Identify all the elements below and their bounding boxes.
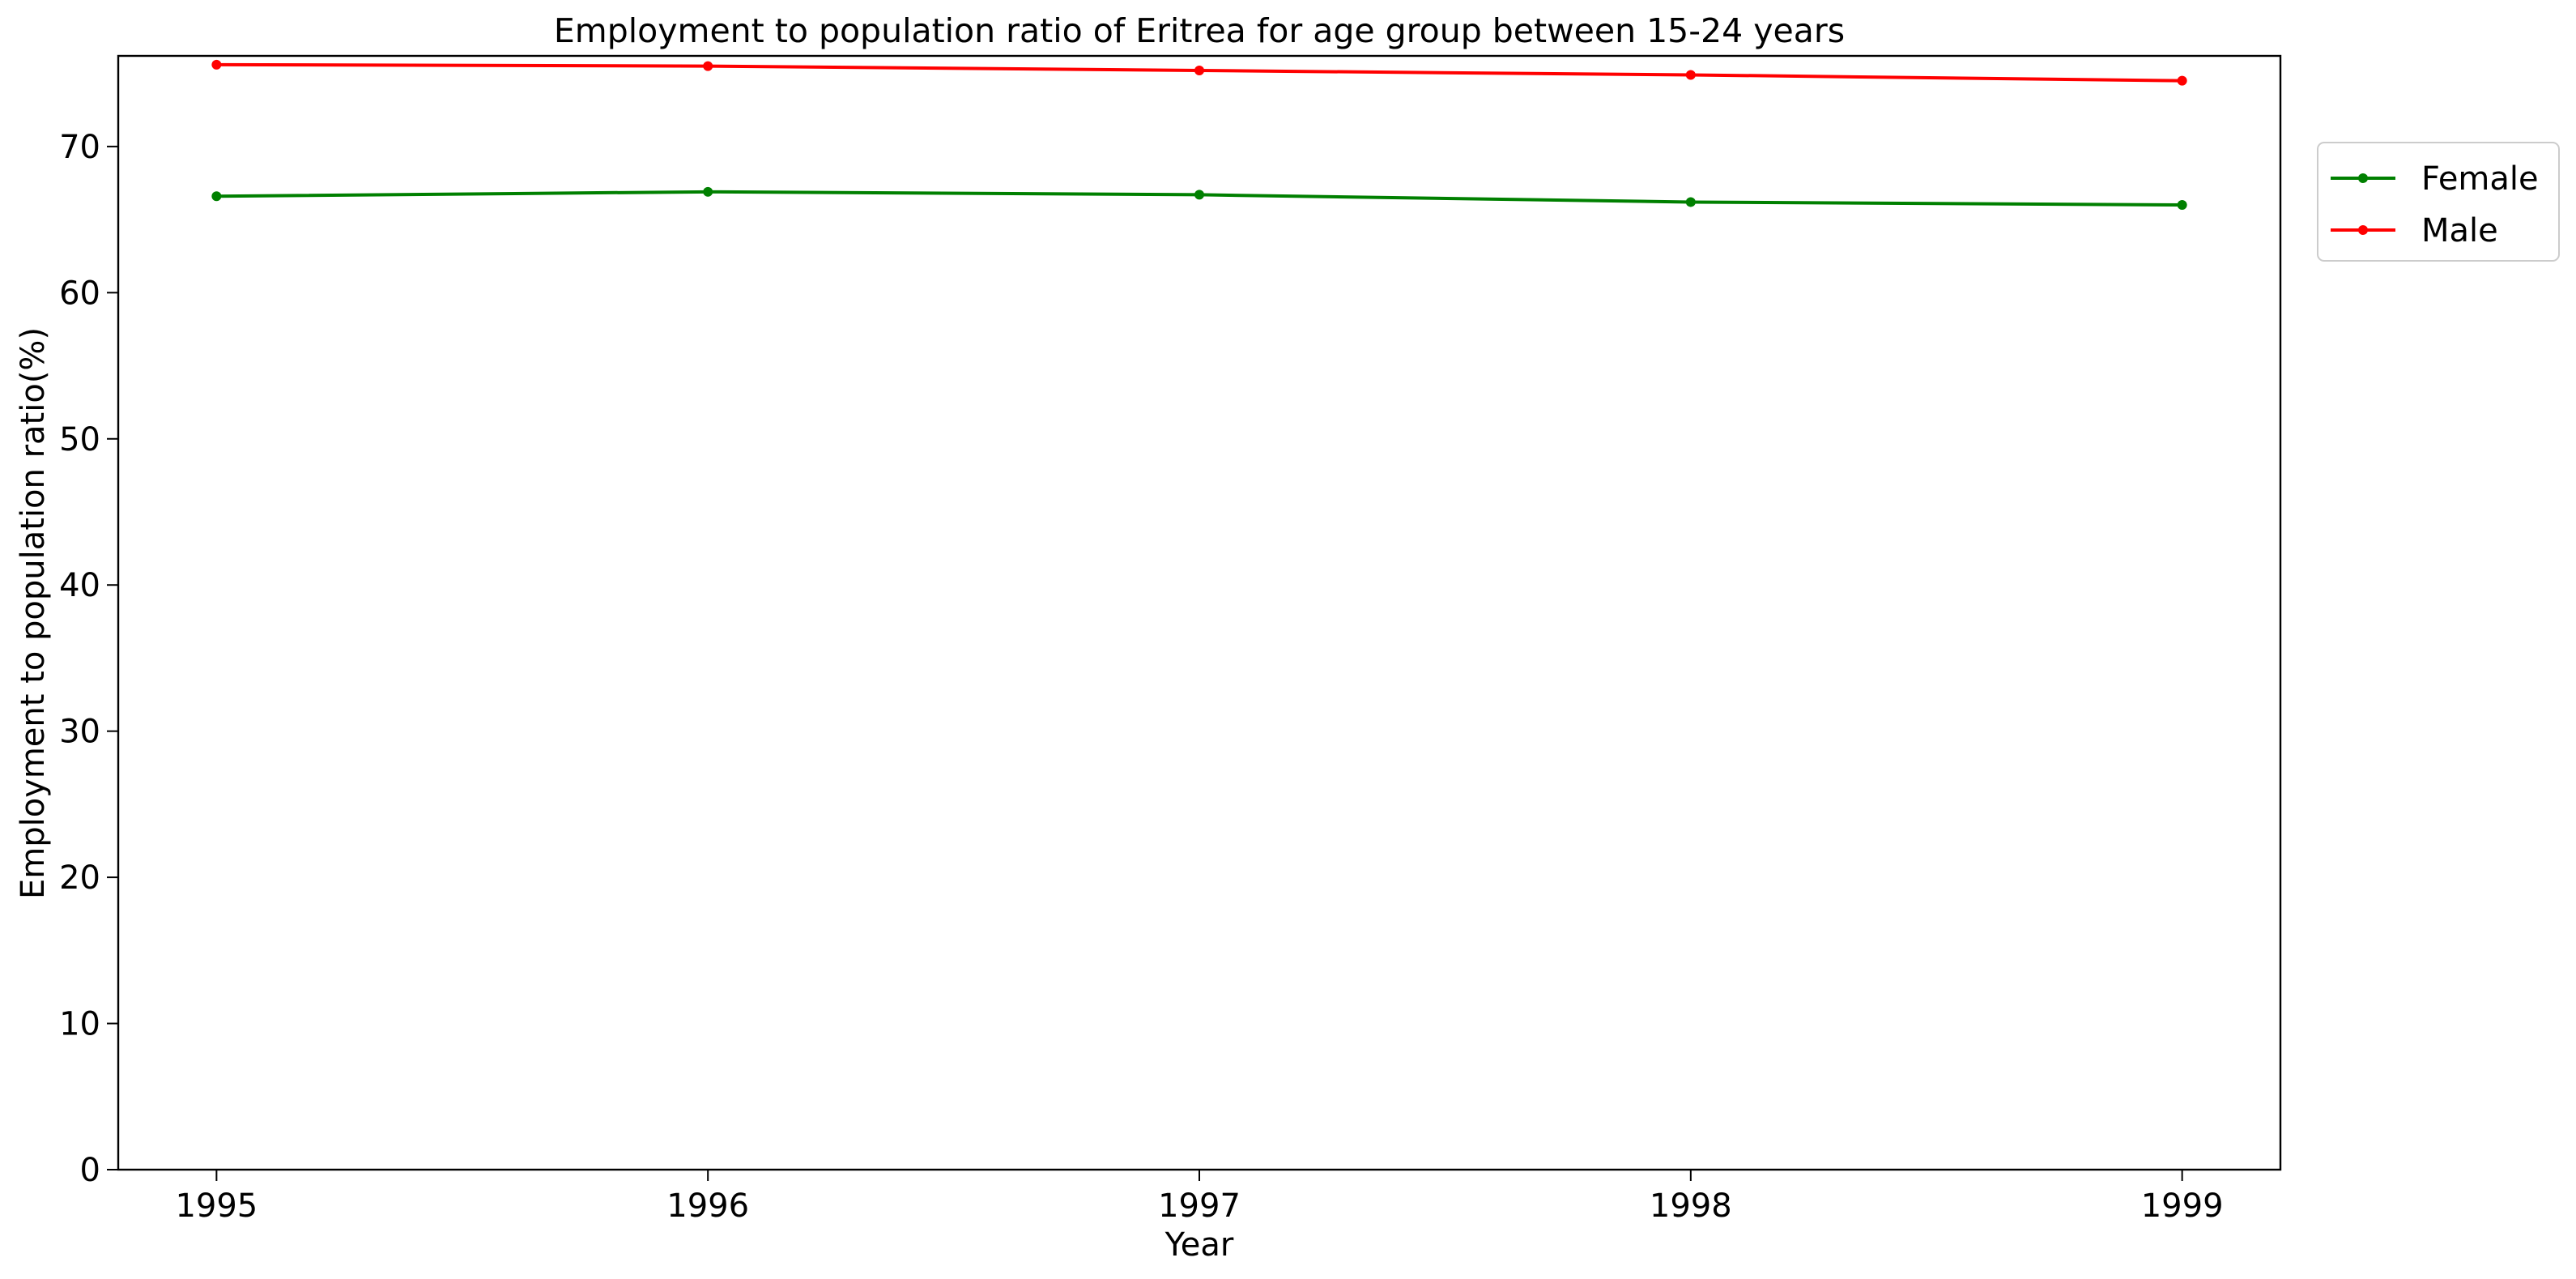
data-point-female bbox=[1194, 190, 1204, 200]
legend-label-male: Male bbox=[2421, 212, 2498, 249]
data-point-male bbox=[2177, 75, 2187, 86]
y-tick-label: 70 bbox=[59, 129, 100, 166]
y-tick-label: 40 bbox=[59, 567, 100, 604]
y-tick-label: 20 bbox=[59, 859, 100, 897]
x-tick-label: 1998 bbox=[1650, 1187, 1732, 1225]
data-point-male bbox=[211, 59, 222, 70]
data-point-male bbox=[1685, 70, 1696, 80]
data-point-male bbox=[703, 61, 713, 71]
data-point-female bbox=[211, 191, 222, 202]
plot-area: 1995 1996 1997 1998 1999 0 10 20 30 40 50 60 70 bbox=[59, 54, 2282, 1225]
y-tick-label: 30 bbox=[59, 714, 100, 751]
legend-label-female: Female bbox=[2421, 160, 2539, 198]
x-tick-label: 1996 bbox=[666, 1187, 749, 1225]
x-axis-title: Year bbox=[1165, 1226, 1234, 1264]
y-tick-label: 10 bbox=[59, 1006, 100, 1043]
data-point-female bbox=[1685, 197, 1696, 207]
legend-marker-female bbox=[2358, 173, 2368, 183]
plot-frame bbox=[117, 54, 2282, 1171]
chart-title: Employment to population ratio of Eritre… bbox=[554, 11, 1845, 50]
data-point-female bbox=[2177, 200, 2187, 211]
data-point-female bbox=[703, 186, 713, 197]
y-tick-label: 50 bbox=[59, 421, 100, 458]
y-axis-title: Employment to population ratio(%) bbox=[15, 327, 52, 899]
y-tick-label: 0 bbox=[80, 1152, 100, 1189]
y-tick-label: 60 bbox=[59, 275, 100, 312]
x-tick-label: 1999 bbox=[2141, 1187, 2224, 1225]
legend-marker-male bbox=[2358, 225, 2368, 235]
legend: Female Male bbox=[2317, 142, 2560, 262]
x-tick-label: 1995 bbox=[175, 1187, 258, 1225]
data-point-male bbox=[1194, 66, 1204, 76]
x-tick-label: 1997 bbox=[1158, 1187, 1241, 1225]
